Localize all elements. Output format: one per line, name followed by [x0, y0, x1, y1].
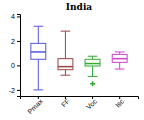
flier — [90, 81, 95, 86]
box-group — [112, 52, 127, 69]
median — [85, 63, 100, 65]
whisker-low — [92, 66, 93, 76]
x-tick: Isc — [114, 96, 126, 109]
whisker-cap-high — [115, 51, 125, 52]
whisker-cap-low — [61, 75, 71, 76]
median — [58, 66, 73, 68]
x-tick-label: Voc — [85, 97, 99, 111]
x-tick: Pmax — [26, 96, 44, 115]
whisker-low — [65, 70, 66, 76]
y-axis-line — [17, 15, 21, 97]
y-tick-mark — [17, 65, 20, 66]
x-tick-label: FF — [60, 98, 71, 109]
whisker-high — [65, 31, 66, 59]
whisker-cap-low — [33, 89, 43, 90]
y-tick-label: 2 — [11, 38, 15, 45]
y-tick-mark — [17, 16, 20, 17]
y-tick: 4 — [11, 13, 20, 20]
y-tick: 2 — [11, 38, 20, 45]
box — [58, 59, 73, 70]
plot-area: -2 0 2 4 Pmax FF Voc Isc — [9, 13, 139, 115]
y-tick-label: 0 — [11, 62, 15, 69]
y-tick-mark — [17, 90, 20, 91]
box — [31, 43, 46, 59]
whisker-low — [38, 59, 39, 90]
y-axis: -2 0 2 4 — [9, 13, 21, 96]
box — [112, 54, 127, 62]
whisker-cap-high — [33, 26, 43, 27]
median — [31, 51, 46, 53]
whisker-cap-low — [88, 76, 98, 77]
x-tick-label: Pmax — [26, 97, 44, 115]
chart: -2 0 2 4 Pmax FF Voc Isc India — [0, 0, 144, 120]
whisker-low — [119, 62, 120, 69]
box-group — [58, 31, 73, 75]
whisker-cap-high — [88, 56, 98, 57]
x-tick: Voc — [85, 96, 99, 111]
box-group — [31, 26, 46, 90]
title: India — [66, 2, 92, 12]
x-tick-label: Isc — [114, 97, 126, 109]
median — [112, 58, 127, 60]
y-tick: 0 — [11, 62, 20, 69]
box-group — [85, 56, 100, 86]
y-tick-label: -2 — [9, 87, 15, 94]
x-axis: Pmax FF Voc Isc — [21, 96, 139, 115]
y-tick-mark — [17, 41, 20, 42]
y-tick-label: 4 — [11, 13, 15, 20]
y-tick: -2 — [9, 87, 20, 94]
box — [85, 59, 100, 66]
whisker-high — [38, 26, 39, 43]
whisker-cap-low — [115, 69, 125, 70]
x-tick: FF — [60, 96, 71, 109]
whisker-cap-high — [61, 31, 71, 32]
boxes — [31, 26, 127, 90]
